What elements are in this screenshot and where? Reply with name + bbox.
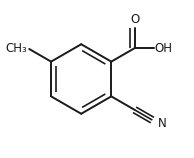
Text: N: N — [158, 117, 167, 130]
Text: CH₃: CH₃ — [6, 42, 28, 55]
Text: OH: OH — [154, 42, 172, 55]
Text: O: O — [130, 13, 139, 26]
